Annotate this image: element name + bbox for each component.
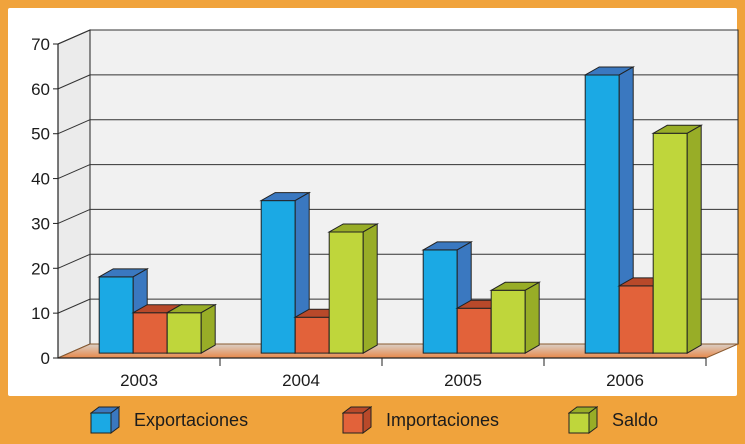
y-tick-label: 10 xyxy=(31,304,50,323)
bar xyxy=(421,241,474,354)
legend-item: Saldo xyxy=(568,406,658,434)
y-tick-label: 70 xyxy=(31,35,50,54)
grid-line xyxy=(57,253,91,269)
bar xyxy=(259,191,312,354)
x-tick-label: 2004 xyxy=(282,371,320,390)
legend-label: Importaciones xyxy=(386,409,500,430)
y-tick-label: 0 xyxy=(41,349,50,368)
bar xyxy=(651,124,704,354)
legend-label: Saldo xyxy=(612,409,659,430)
x-tick-label: 2006 xyxy=(606,371,644,390)
side-wall xyxy=(57,29,91,359)
bar-side xyxy=(200,303,216,354)
x-tick-label: 2003 xyxy=(120,371,158,390)
bar-front xyxy=(422,249,458,354)
grid-line xyxy=(57,164,91,180)
bar-front xyxy=(456,307,492,354)
bar-front xyxy=(618,285,654,354)
legend-swatch xyxy=(90,406,120,434)
grid-line xyxy=(57,74,91,90)
y-tick-label: 20 xyxy=(31,259,50,278)
bar xyxy=(489,281,542,354)
bar-front xyxy=(98,276,134,354)
y-tick-label: 30 xyxy=(31,214,50,233)
bar xyxy=(165,303,218,354)
axes xyxy=(53,43,707,366)
bar-side xyxy=(524,281,540,354)
bar xyxy=(327,223,380,354)
bar-front xyxy=(132,312,168,354)
bar-front xyxy=(652,132,688,354)
y-tick-label: 50 xyxy=(31,125,50,144)
grid-line xyxy=(57,29,91,45)
y-tick-label: 40 xyxy=(31,170,50,189)
bar-front xyxy=(260,200,296,354)
legend-swatch xyxy=(342,406,372,434)
legend-label: Exportaciones xyxy=(134,409,249,430)
bar-side xyxy=(686,124,702,354)
legend-swatch xyxy=(568,406,598,434)
bar-front xyxy=(166,312,202,354)
x-tick-label: 2005 xyxy=(444,371,482,390)
bar-side xyxy=(362,223,378,354)
bar-front xyxy=(328,231,364,354)
y-axis-ticks: 0 10 20 30 40 50 60 70 xyxy=(31,35,50,368)
bar-front xyxy=(584,74,620,354)
bars xyxy=(97,66,704,354)
legend-item: Exportaciones xyxy=(90,406,248,434)
bar-front xyxy=(294,316,330,354)
grid-line xyxy=(57,298,91,314)
legend: Exportaciones Importaciones Saldo xyxy=(28,398,737,442)
x-axis-ticks: 2003 2004 2005 2006 xyxy=(120,371,644,390)
grid-line xyxy=(57,208,91,224)
bar-front xyxy=(490,289,526,354)
y-tick-label: 60 xyxy=(31,80,50,99)
grid-line xyxy=(57,119,91,135)
legend-item: Importaciones xyxy=(342,406,499,434)
